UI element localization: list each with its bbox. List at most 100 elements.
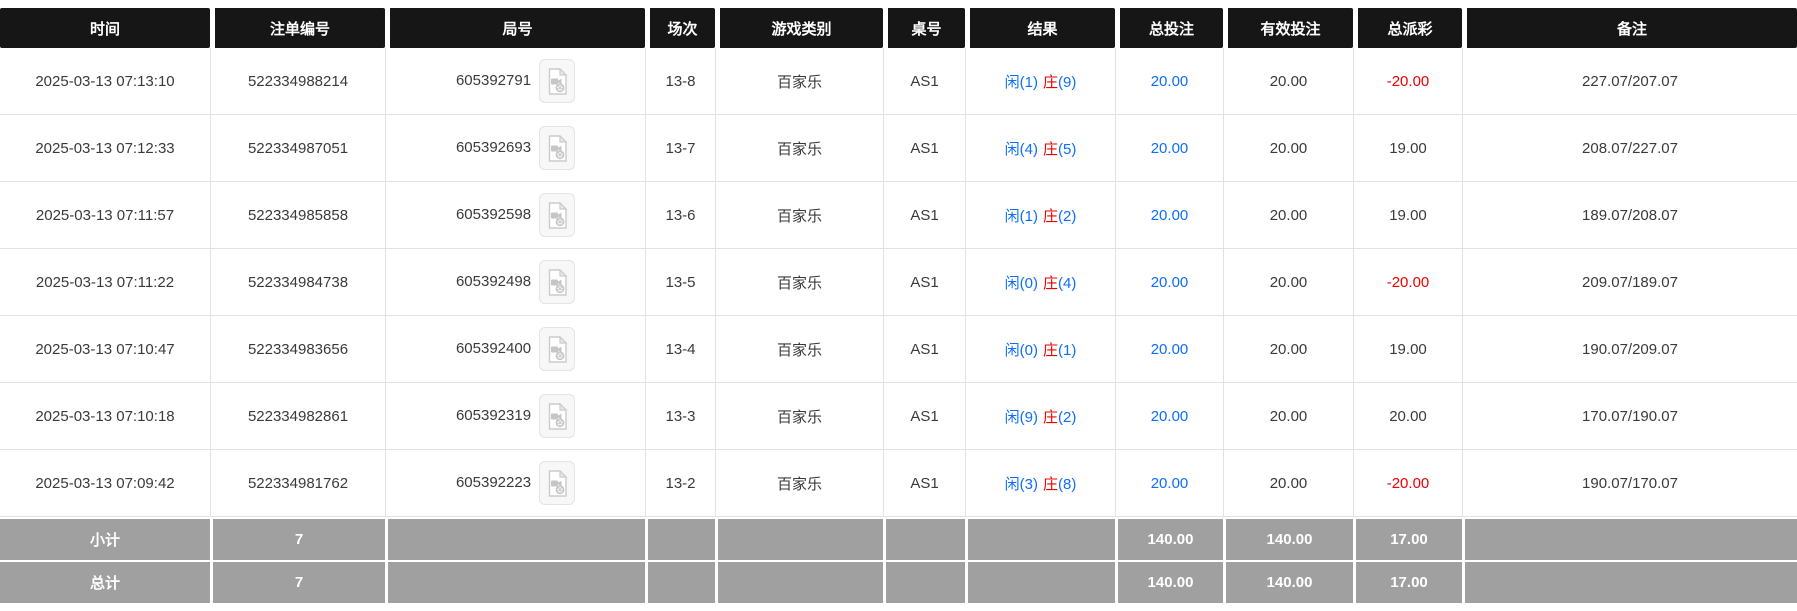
payout-cell: 19.00	[1353, 182, 1462, 249]
col-header-total-bet: 总投注	[1115, 8, 1223, 48]
result-banker-value: (8)	[1058, 475, 1077, 493]
result-player: 闲(4)	[1004, 140, 1038, 158]
round-id: 605392791	[455, 71, 532, 89]
remark-cell: 190.07/209.07	[1462, 316, 1797, 383]
round-id: 605392498	[455, 272, 532, 290]
valid-bet-cell: 20.00	[1223, 450, 1353, 517]
video-file-icon	[548, 134, 567, 162]
result-player: 闲(0)	[1004, 274, 1038, 292]
video-file-icon	[548, 268, 567, 296]
payout-cell: -20.00	[1353, 450, 1462, 517]
remark-cell: 209.07/189.07	[1462, 249, 1797, 316]
total-bet-cell: 20.00	[1115, 115, 1223, 182]
result-cell: 闲(0) 庄(4)	[965, 249, 1115, 316]
bet-id-cell: 522334981762	[210, 450, 385, 517]
subtotal-valid-bet: 140.00	[1223, 517, 1353, 560]
subtotal-payout: 17.00	[1353, 517, 1462, 560]
game-type-cell: 百家乐	[715, 115, 883, 182]
video-file-icon	[548, 67, 567, 95]
result-player: 闲(9)	[1004, 408, 1038, 426]
total-bet-cell: 20.00	[1115, 48, 1223, 115]
result-cell: 闲(3) 庄(8)	[965, 450, 1115, 517]
session-cell: 13-6	[645, 182, 715, 249]
total-empty-table	[883, 560, 965, 603]
video-replay-button[interactable]	[539, 260, 576, 304]
valid-bet-cell: 20.00	[1223, 48, 1353, 115]
bet-id-cell: 522334987051	[210, 115, 385, 182]
round-id: 605392223	[455, 473, 532, 491]
video-replay-button[interactable]	[539, 126, 576, 170]
time-cell: 2025-03-13 07:11:57	[0, 182, 210, 249]
table-no-cell: AS1	[883, 450, 965, 517]
result-banker-value: (2)	[1058, 408, 1077, 426]
video-file-icon	[548, 469, 567, 497]
result-player: 闲(0)	[1004, 341, 1038, 359]
bet-id-cell: 522334985858	[210, 182, 385, 249]
result-player: 闲(1)	[1004, 207, 1038, 225]
table-row: 2025-03-13 07:13:10 522334988214 6053927…	[0, 48, 1797, 115]
col-header-payout: 总派彩	[1353, 8, 1462, 48]
table-no-cell: AS1	[883, 182, 965, 249]
result-banker-label: 庄	[1042, 140, 1058, 158]
table-row: 2025-03-13 07:11:22 522334984738 6053924…	[0, 249, 1797, 316]
video-replay-button[interactable]	[539, 59, 576, 103]
valid-bet-cell: 20.00	[1223, 383, 1353, 450]
round-cell: 605392498	[385, 249, 645, 316]
bet-records-table: 时间 注单编号 局号 场次 游戏类别 桌号 结果 总投注 有效投注 总派彩 备注…	[0, 8, 1797, 603]
total-empty-remark	[1462, 560, 1797, 603]
round-cell: 605392693	[385, 115, 645, 182]
session-cell: 13-7	[645, 115, 715, 182]
total-empty-round	[385, 560, 645, 603]
game-type-cell: 百家乐	[715, 249, 883, 316]
bet-id-cell: 522334982861	[210, 383, 385, 450]
total-bet-cell: 20.00	[1115, 450, 1223, 517]
result-cell: 闲(0) 庄(1)	[965, 316, 1115, 383]
total-payout: 17.00	[1353, 560, 1462, 603]
game-type-cell: 百家乐	[715, 316, 883, 383]
result-banker-value: (4)	[1058, 274, 1077, 292]
valid-bet-cell: 20.00	[1223, 115, 1353, 182]
col-header-game-type: 游戏类别	[715, 8, 883, 48]
result-banker-value: (9)	[1058, 73, 1077, 91]
remark-cell: 208.07/227.07	[1462, 115, 1797, 182]
result-banker-value: (2)	[1058, 207, 1077, 225]
result-banker-label: 庄	[1042, 341, 1058, 359]
valid-bet-cell: 20.00	[1223, 249, 1353, 316]
video-replay-button[interactable]	[539, 327, 576, 371]
col-header-result: 结果	[965, 8, 1115, 48]
total-valid-bet: 140.00	[1223, 560, 1353, 603]
result-cell: 闲(4) 庄(5)	[965, 115, 1115, 182]
payout-cell: 19.00	[1353, 316, 1462, 383]
table-no-cell: AS1	[883, 316, 965, 383]
video-file-icon	[548, 402, 567, 430]
session-cell: 13-4	[645, 316, 715, 383]
subtotal-total-bet: 140.00	[1115, 517, 1223, 560]
subtotal-empty-result	[965, 517, 1115, 560]
video-replay-button[interactable]	[539, 461, 576, 505]
col-header-round-id: 局号	[385, 8, 645, 48]
video-replay-button[interactable]	[539, 394, 576, 438]
video-file-icon	[548, 335, 567, 363]
result-banker-label: 庄	[1042, 207, 1058, 225]
total-empty-game	[715, 560, 883, 603]
game-type-cell: 百家乐	[715, 383, 883, 450]
result-cell: 闲(9) 庄(2)	[965, 383, 1115, 450]
total-row: 总计 7 140.00 140.00 17.00	[0, 560, 1797, 603]
payout-cell: -20.00	[1353, 249, 1462, 316]
result-player: 闲(1)	[1004, 73, 1038, 91]
session-cell: 13-2	[645, 450, 715, 517]
payout-cell: -20.00	[1353, 48, 1462, 115]
video-replay-button[interactable]	[539, 193, 576, 237]
result-banker-label: 庄	[1042, 73, 1058, 91]
table-row: 2025-03-13 07:09:42 522334981762 6053922…	[0, 450, 1797, 517]
round-cell: 605392319	[385, 383, 645, 450]
game-type-cell: 百家乐	[715, 450, 883, 517]
total-bet-cell: 20.00	[1115, 316, 1223, 383]
game-type-cell: 百家乐	[715, 182, 883, 249]
bet-id-cell: 522334988214	[210, 48, 385, 115]
time-cell: 2025-03-13 07:12:33	[0, 115, 210, 182]
session-cell: 13-8	[645, 48, 715, 115]
col-header-bet-id: 注单编号	[210, 8, 385, 48]
total-total-bet: 140.00	[1115, 560, 1223, 603]
subtotal-empty-table	[883, 517, 965, 560]
